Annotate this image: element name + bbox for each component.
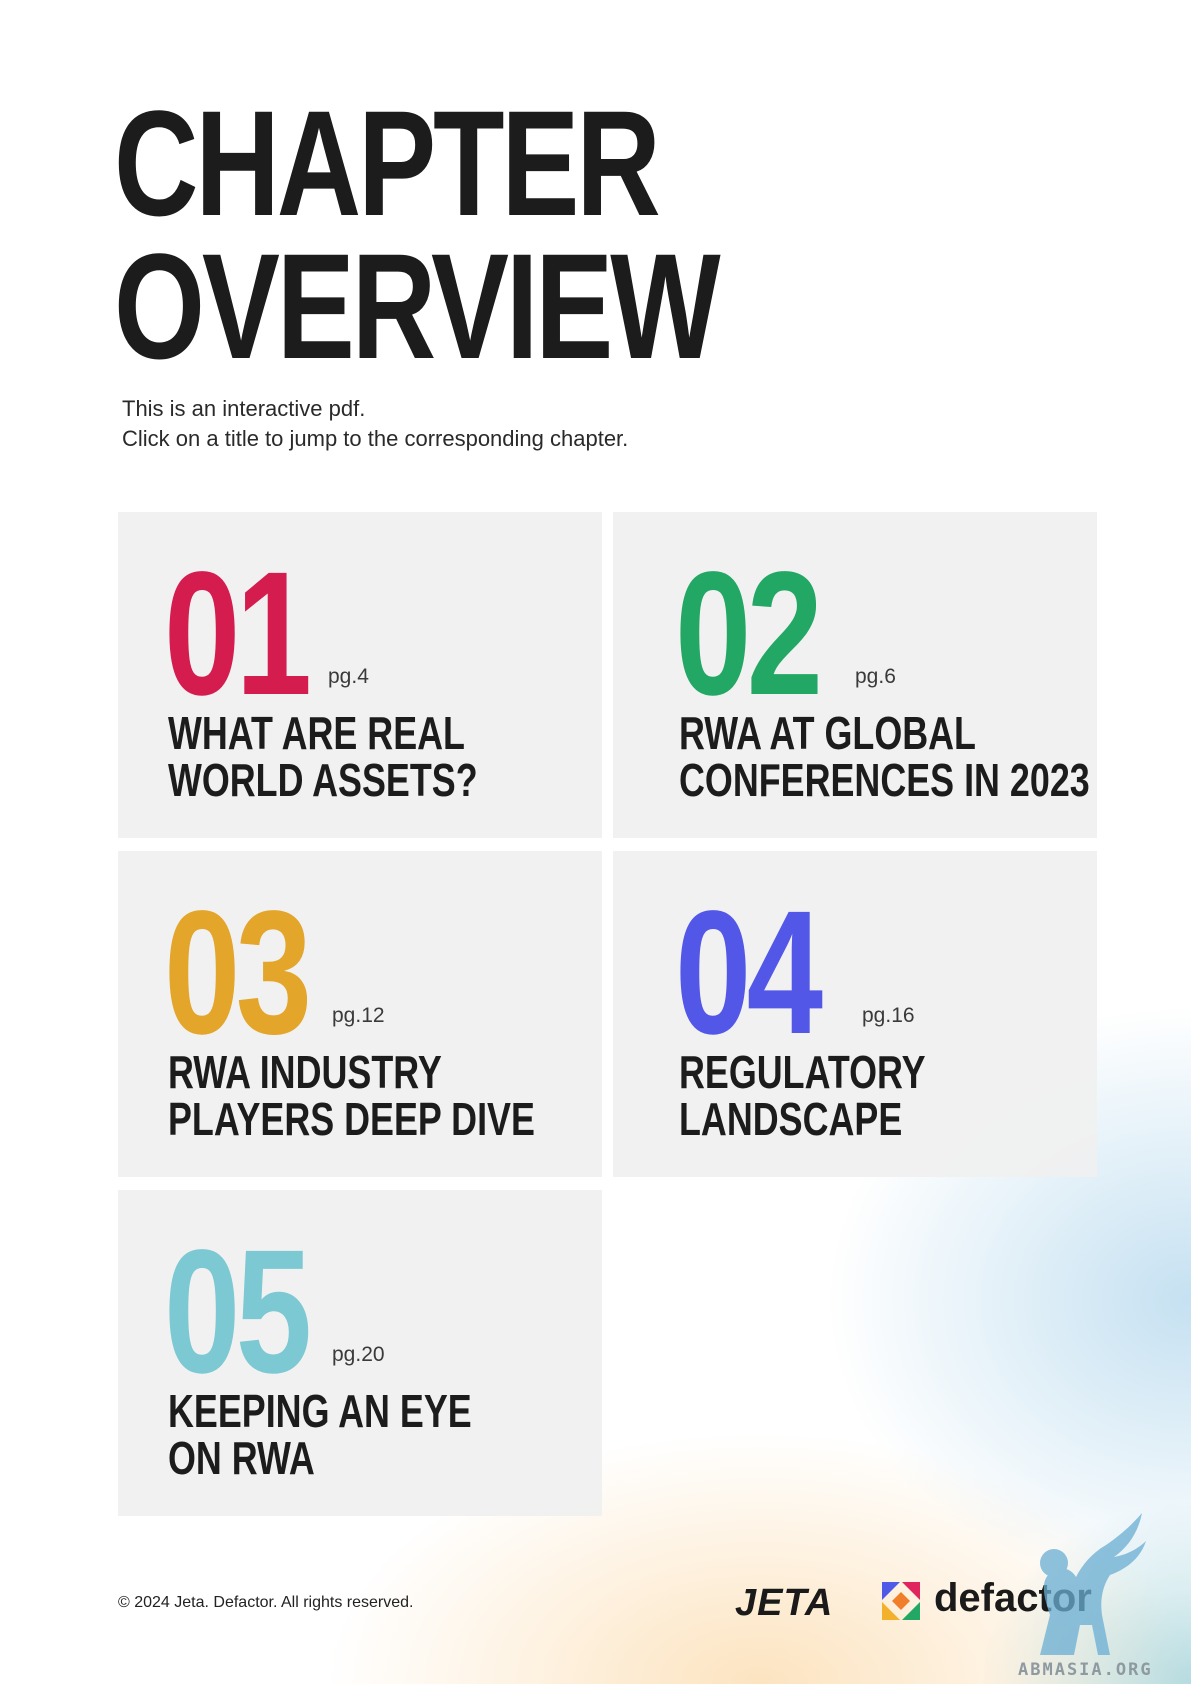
chapter-title[interactable]: KEEPING AN EYE ON RWA	[168, 1388, 589, 1482]
chapter-title-line-1: REGULATORY	[679, 1046, 926, 1098]
chapter-card-02[interactable]: 02 pg.6 RWA AT GLOBAL CONFERENCES IN 202…	[613, 512, 1097, 838]
page-title: CHAPTER OVERVIEW	[114, 79, 721, 390]
page-title-line-2: OVERVIEW	[114, 222, 721, 390]
chapter-number: 02	[675, 536, 823, 732]
chapter-title-line-2: LANDSCAPE	[679, 1093, 903, 1145]
copyright-text: © 2024 Jeta. Defactor. All rights reserv…	[118, 1594, 414, 1611]
chapter-number: 04	[675, 875, 823, 1071]
chapter-page: pg.6	[855, 665, 896, 688]
chapter-title-line-1: RWA AT GLOBAL	[679, 707, 976, 759]
chapter-title-line-2: ON RWA	[168, 1432, 315, 1484]
intro-line-1: This is an interactive pdf.	[122, 396, 366, 421]
chapter-number: 01	[164, 536, 312, 732]
chapter-title-line-1: WHAT ARE REAL	[168, 707, 465, 759]
chapter-title[interactable]: WHAT ARE REAL WORLD ASSETS?	[168, 710, 589, 804]
jeta-logo: JETA	[735, 1582, 834, 1624]
defactor-triangles-icon	[882, 1582, 920, 1620]
chapter-title-line-2: WORLD ASSETS?	[168, 754, 478, 806]
chapter-number: 05	[164, 1214, 312, 1410]
chapter-card-04[interactable]: 04 pg.16 REGULATORY LANDSCAPE	[613, 851, 1097, 1177]
chapter-title[interactable]: REGULATORY LANDSCAPE	[679, 1049, 1100, 1143]
chapter-page: pg.12	[332, 1004, 385, 1027]
intro-text: This is an interactive pdf. Click on a t…	[122, 394, 628, 454]
chapter-card-03[interactable]: 03 pg.12 RWA INDUSTRY PLAYERS DEEP DIVE	[118, 851, 602, 1177]
chapter-title-line-2: PLAYERS DEEP DIVE	[168, 1093, 535, 1145]
page-title-line-1: CHAPTER	[114, 79, 661, 247]
chapter-card-05[interactable]: 05 pg.20 KEEPING AN EYE ON RWA	[118, 1190, 602, 1516]
chapter-page: pg.20	[332, 1343, 385, 1366]
chapter-title[interactable]: RWA AT GLOBAL CONFERENCES IN 2023	[679, 710, 1100, 804]
chapter-page: pg.16	[862, 1004, 915, 1027]
winged-lion-icon	[1040, 1513, 1146, 1655]
chapter-page: pg.4	[328, 665, 369, 688]
intro-line-2: Click on a title to jump to the correspo…	[122, 426, 629, 451]
chapter-title[interactable]: RWA INDUSTRY PLAYERS DEEP DIVE	[168, 1049, 589, 1143]
watermark-text: ABMASIA.ORG	[1018, 1660, 1153, 1680]
chapter-card-01[interactable]: 01 pg.4 WHAT ARE REAL WORLD ASSETS?	[118, 512, 602, 838]
chapter-title-line-1: KEEPING AN EYE	[168, 1385, 472, 1437]
chapter-number: 03	[164, 875, 312, 1071]
chapter-title-line-2: CONFERENCES IN 2023	[679, 754, 1090, 806]
chapter-title-line-1: RWA INDUSTRY	[168, 1046, 442, 1098]
